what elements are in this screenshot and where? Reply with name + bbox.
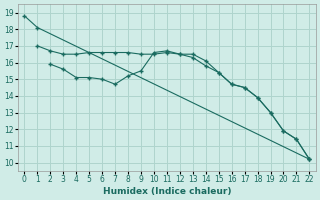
X-axis label: Humidex (Indice chaleur): Humidex (Indice chaleur) [103, 187, 231, 196]
